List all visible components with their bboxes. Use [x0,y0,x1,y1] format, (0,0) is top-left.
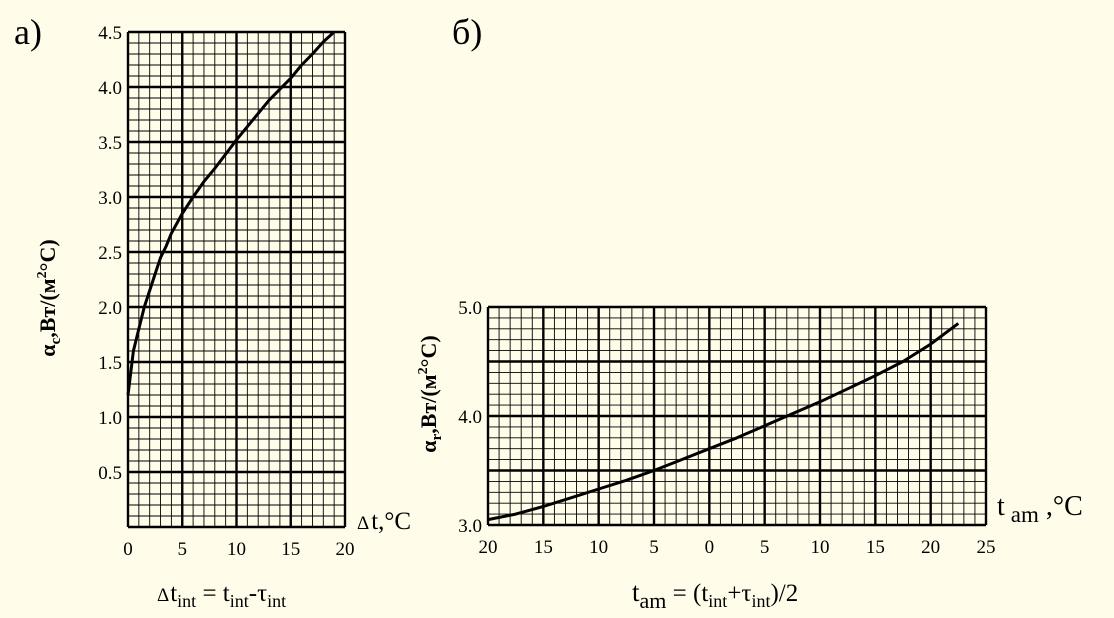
chart-b-y-tick-label: 3.0 [458,516,482,537]
chart-b-y-tick-label: 4.0 [458,407,482,428]
chart-b-x-axis-title: tam = (tint+τint)/2 [632,577,798,613]
chart-b-series-line [487,322,960,522]
chart-a-y-tick-label: 1.0 [98,408,122,429]
chart-a-x-unit-label: Δt,°C [357,508,411,535]
chart-b-x-tick-label: 15 [866,537,885,558]
chart-b-x-tick-label: 5 [649,537,659,558]
chart-a-y-tick-label: 2.5 [98,243,122,264]
chart-b-x-tick-label: 25 [977,537,996,558]
chart-b-x-tick-label: 20 [479,537,498,558]
chart-b-x-tick-label: 0 [705,537,715,558]
chart-b-x-tick-label: 5 [760,537,770,558]
chart-a-x-tick-label: 15 [281,539,300,560]
chart-a-ticks: 0 5 10 15 20 0.5 1.0 1.5 2.0 2.5 3.0 3.5 4.0 4.5 [98,23,354,560]
chart-b-panel-label: б) [452,12,482,52]
chart-a-y-tick-label: 4.0 [98,78,122,99]
chart-a-y-tick-label: 3.5 [98,133,122,154]
chart-b-y-tick-label: 5.0 [458,298,482,319]
chart-b-x-tick-label: 20 [921,537,940,558]
chart-b-x-tick-label: 10 [589,537,608,558]
chart-a-y-tick-label: 2.0 [98,298,122,319]
chart-a-x-tick-label: 5 [178,539,188,560]
chart-a-y-tick-label: 3.0 [98,188,122,209]
chart-a-y-tick-label: 1.5 [98,353,122,374]
chart-b-ticks: 20 15 10 5 0 5 10 15 20 25 3.0 4.0 5.0 [458,298,995,558]
chart-b-grid [486,305,988,527]
chart-a-x-tick-label: 20 [336,539,355,560]
chart-b: б) 20 15 10 5 0 5 10 15 20 25 3.0 4.0 5.0 αr,Вт/(м2°… [416,12,1083,613]
chart-b-x-tick-label: 10 [811,537,830,558]
chart-a-panel-label: а) [14,12,42,52]
chart-a-x-tick-label: 0 [123,539,133,560]
chart-a-grid [126,30,347,529]
chart-a-y-axis-title: αc,Вт/(м2°C) [35,239,64,356]
chart-b-x-tick-label: 15 [534,537,553,558]
chart-a: а) 0 5 10 15 20 0.5 1.0 1.5 2.0 2.5 3.0 3.5 4.0 4.5 α… [14,12,411,611]
chart-a-x-axis-title: Δtint = tint-τint [157,580,286,611]
chart-a-y-tick-label: 0.5 [98,463,122,484]
chart-b-x-unit-label: t am ,°C [997,491,1083,527]
chart-a-x-tick-label: 10 [227,539,246,560]
chart-b-y-axis-title: αr,Вт/(м2°C) [416,335,445,452]
chart-a-series-line [126,30,336,396]
chart-a-y-tick-label: 4.5 [98,23,122,44]
